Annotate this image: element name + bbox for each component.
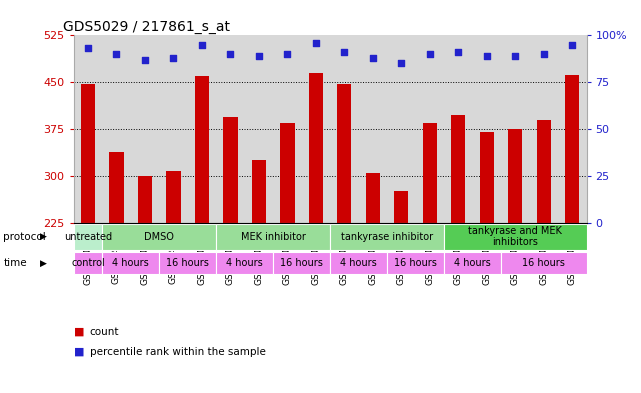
Bar — [216, 252, 273, 274]
Point — [481, 53, 492, 59]
Point — [140, 57, 150, 63]
Bar — [444, 224, 587, 250]
Text: 16 hours: 16 hours — [394, 258, 437, 268]
Bar — [309, 73, 323, 223]
Bar — [159, 252, 216, 274]
Text: GDS5029 / 217861_s_at: GDS5029 / 217861_s_at — [63, 20, 231, 34]
Point — [83, 45, 93, 51]
Point — [510, 53, 520, 59]
Text: 16 hours: 16 hours — [166, 258, 209, 268]
Bar — [501, 252, 587, 274]
Text: 4 hours: 4 hours — [112, 258, 149, 268]
Bar — [330, 224, 444, 250]
Bar — [280, 123, 294, 223]
Text: protocol: protocol — [3, 232, 46, 242]
Point — [197, 42, 207, 48]
Text: control: control — [71, 258, 105, 268]
Text: 4 hours: 4 hours — [340, 258, 377, 268]
Text: tankyrase inhibitor: tankyrase inhibitor — [341, 232, 433, 242]
Point — [254, 53, 264, 59]
Point — [425, 51, 435, 57]
Bar — [366, 173, 380, 223]
Bar — [422, 123, 437, 223]
Bar — [74, 252, 102, 274]
Bar — [252, 160, 266, 223]
Bar — [537, 119, 551, 223]
Bar — [110, 152, 124, 223]
Bar — [74, 224, 102, 250]
Point — [396, 60, 406, 66]
Text: ■: ■ — [74, 347, 84, 357]
Point — [225, 51, 235, 57]
Point — [282, 51, 292, 57]
Bar — [81, 84, 95, 223]
Point — [567, 42, 578, 48]
Text: ▶: ▶ — [40, 232, 47, 241]
Bar — [166, 171, 181, 223]
Text: 4 hours: 4 hours — [226, 258, 263, 268]
Bar — [337, 84, 351, 223]
Bar — [479, 132, 494, 223]
Text: count: count — [90, 327, 119, 337]
Text: MEK inhibitor: MEK inhibitor — [241, 232, 306, 242]
Bar — [508, 129, 522, 223]
Bar — [195, 76, 209, 223]
Bar — [394, 191, 408, 223]
Point — [538, 51, 549, 57]
Text: percentile rank within the sample: percentile rank within the sample — [90, 347, 265, 357]
Text: ▶: ▶ — [40, 259, 47, 267]
Point — [169, 55, 179, 61]
Text: untreated: untreated — [64, 232, 112, 242]
Bar — [565, 75, 579, 223]
Point — [311, 40, 321, 46]
Text: 16 hours: 16 hours — [280, 258, 323, 268]
Bar — [451, 115, 465, 223]
Bar — [387, 252, 444, 274]
Point — [453, 49, 463, 55]
Text: tankyrase and MEK
inhibitors: tankyrase and MEK inhibitors — [469, 226, 562, 247]
Bar — [216, 224, 330, 250]
Bar — [102, 252, 159, 274]
Bar — [138, 176, 152, 223]
Bar — [330, 252, 387, 274]
Point — [339, 49, 349, 55]
Bar — [444, 252, 501, 274]
Bar — [273, 252, 330, 274]
Text: 4 hours: 4 hours — [454, 258, 491, 268]
Text: ■: ■ — [74, 327, 84, 337]
Text: 16 hours: 16 hours — [522, 258, 565, 268]
Bar — [102, 224, 216, 250]
Text: time: time — [3, 258, 27, 268]
Text: DMSO: DMSO — [144, 232, 174, 242]
Point — [112, 51, 122, 57]
Bar — [223, 117, 238, 223]
Point — [368, 55, 378, 61]
